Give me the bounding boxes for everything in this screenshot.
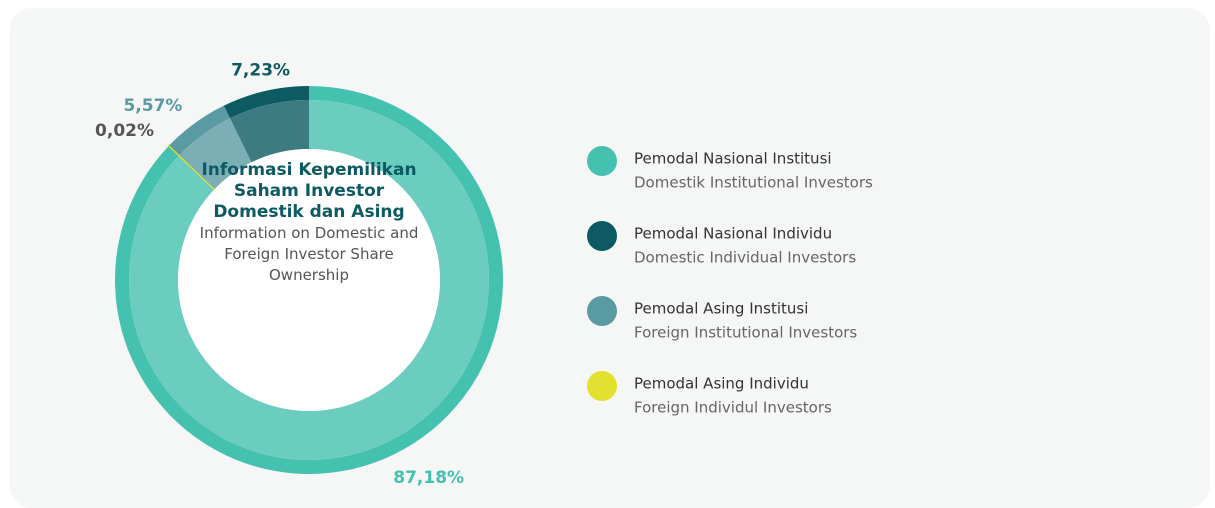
legend-sublabel: Foreign Individul Investors bbox=[634, 399, 832, 417]
legend-label: Pemodal Nasional Institusi bbox=[634, 150, 832, 168]
chart-title: Informasi Kepemilikan Saham Investor Dom… bbox=[201, 160, 417, 222]
slice-inner bbox=[179, 118, 252, 190]
value-label: 7,23% bbox=[231, 61, 290, 81]
legend-label: Pemodal Asing Individu bbox=[634, 375, 809, 393]
legend-label: Pemodal Nasional Individu bbox=[634, 225, 832, 243]
legend-swatch bbox=[587, 371, 617, 401]
value-label: 0,02% bbox=[95, 121, 154, 141]
legend-swatch bbox=[587, 296, 617, 326]
slice-outer bbox=[169, 105, 231, 156]
legend-label: Pemodal Asing Institusi bbox=[634, 300, 808, 318]
legend-sublabel: Domestic Individual Investors bbox=[634, 249, 856, 267]
legend-swatch bbox=[587, 146, 617, 176]
slice-outer bbox=[223, 86, 309, 119]
value-label: 5,57% bbox=[123, 96, 182, 116]
chart: 87,18% 0,02% 5,57% 7,23% Pemodal Nasional In… bbox=[95, 61, 873, 488]
chart-subtitle: Information on Domestic and Foreign Inve… bbox=[199, 224, 419, 284]
slice-inner bbox=[230, 100, 309, 163]
center-label: Informasi Kepemilikan Saham Investor Dom… bbox=[199, 160, 419, 286]
value-label: 87,18% bbox=[393, 468, 464, 488]
legend-swatch bbox=[587, 221, 617, 251]
legend-sublabel: Foreign Institutional Investors bbox=[634, 324, 857, 342]
legend-sublabel: Domestik Institutional Investors bbox=[634, 174, 873, 192]
page: 87,18% 0,02% 5,57% 7,23% Pemodal Nasional In… bbox=[95, 60, 874, 488]
center-disc bbox=[178, 149, 440, 411]
